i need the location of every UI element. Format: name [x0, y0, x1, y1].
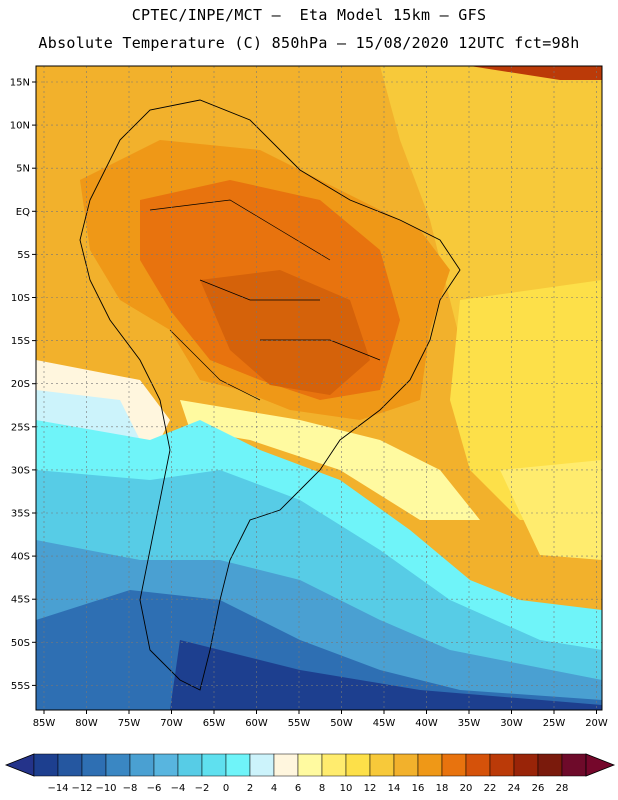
lon-tick-label: 75W: [118, 718, 141, 729]
field-ocean-lightyellow: [500, 460, 602, 560]
lat-tick-label: 10N: [10, 121, 30, 132]
colorbar-swatch: [129, 753, 155, 777]
lat-tick-label: 55S: [11, 681, 30, 692]
longitude-axis: 85W 80W 75W 70W 65W 60W 55W 50W 45W 40W 35W 30W 25W 2…: [33, 710, 608, 729]
colorbar-label: 28: [556, 783, 569, 794]
lat-tick-label: 40S: [11, 552, 30, 563]
lon-tick-label: 70W: [160, 718, 183, 729]
lon-tick-label: 80W: [75, 718, 98, 729]
lat-tick-label: 5S: [17, 250, 30, 261]
lon-tick-label: 50W: [330, 718, 353, 729]
colorbar-swatch: [537, 753, 563, 777]
colorbar-label: 14: [388, 783, 401, 794]
colorbar-label: −14: [47, 783, 68, 794]
colorbar-swatch: [321, 753, 347, 777]
lon-tick-label: 60W: [245, 718, 268, 729]
lat-tick-label: 15S: [11, 336, 30, 347]
colorbar-label: 12: [364, 783, 377, 794]
colorbar-swatch: [513, 753, 539, 777]
colorbar-label: −4: [171, 783, 186, 794]
chart-title-line2: Absolute Temperature (C) 850hPa – 15/08/…: [38, 34, 580, 52]
chart-title-line1: CPTEC/INPE/MCT – Eta Model 15km – GFS: [131, 6, 487, 24]
colorbar-label: −6: [147, 783, 162, 794]
lon-tick-label: 35W: [458, 718, 481, 729]
colorbar-high-arrow: [585, 753, 616, 777]
lat-tick-label: 35S: [11, 509, 30, 520]
lon-tick-label: 20W: [585, 718, 608, 729]
lon-tick-label: 65W: [203, 718, 226, 729]
lon-tick-label: 45W: [373, 718, 396, 729]
lon-tick-label: 25W: [543, 718, 566, 729]
lat-tick-label: 45S: [11, 595, 30, 606]
colorbar-label: 22: [484, 783, 497, 794]
colorbar-label: 0: [223, 783, 229, 794]
continent-outline: [79, 99, 461, 691]
colorbar-swatch: [57, 753, 83, 777]
colorbar-swatch: [81, 753, 107, 777]
colorbar-swatch: [369, 753, 395, 777]
field-land-hotter: [200, 270, 370, 395]
colorbar-swatch: [201, 753, 227, 777]
colorbar-swatch: [393, 753, 419, 777]
colorbar-swatch: [489, 753, 515, 777]
map-grid: [36, 66, 602, 710]
lon-tick-label: 30W: [500, 718, 523, 729]
colorbar-label: 20: [460, 783, 473, 794]
lat-tick-label: 30S: [11, 465, 30, 476]
colorbar-label: 18: [436, 783, 449, 794]
colorbar-label: −2: [195, 783, 210, 794]
colorbar-label: −12: [71, 783, 92, 794]
colorbar-swatch: [225, 753, 251, 777]
colorbar-swatch: [177, 753, 203, 777]
colorbar-label: 8: [319, 783, 325, 794]
latitude-axis: 15N 10N 5N EQ 5S 10S 15S 20S 25S 30S 35S 40S 45S 50S 5…: [10, 78, 36, 692]
colorbar-swatch: [561, 753, 587, 777]
lat-tick-label: 15N: [10, 78, 30, 89]
lon-tick-label: 85W: [33, 718, 56, 729]
colorbar-swatch: [465, 753, 491, 777]
colorbar-swatch: [345, 753, 371, 777]
field-ocean-yellow: [450, 280, 602, 520]
field-cold-navy: [170, 640, 602, 710]
lat-tick-label: EQ: [16, 207, 30, 218]
lat-tick-label: 50S: [11, 638, 30, 649]
colorbar-swatch: [297, 753, 323, 777]
colorbar-swatch: [273, 753, 299, 777]
colorbar-swatch: [153, 753, 179, 777]
field-north-hot: [470, 66, 602, 80]
colorbar-label: 2: [247, 783, 253, 794]
colorbar-label: 24: [508, 783, 521, 794]
field-transition-yellow: [180, 400, 480, 520]
colorbar-swatch: [33, 753, 59, 777]
lon-tick-label: 40W: [415, 718, 438, 729]
lat-tick-label: 10S: [11, 293, 30, 304]
colorbar-swatch: [441, 753, 467, 777]
plot-frame: [35, 65, 603, 711]
colorbar-label: −10: [95, 783, 116, 794]
temperature-field: [36, 66, 602, 710]
colorbar-low-arrow: [4, 753, 35, 777]
colorbar: −14 −12 −10 −8 −6 −4 −2 0 2 4 6 8 10 12 14 16 18 20 22 24 26…: [4, 753, 616, 794]
country-borders: [149, 199, 381, 401]
lat-tick-label: 5N: [16, 164, 30, 175]
lon-tick-label: 55W: [288, 718, 311, 729]
colorbar-swatch: [249, 753, 275, 777]
colorbar-label: 6: [295, 783, 301, 794]
colorbar-label: −8: [123, 783, 138, 794]
colorbar-swatch: [417, 753, 443, 777]
colorbar-label: 16: [412, 783, 425, 794]
colorbar-label: 26: [532, 783, 545, 794]
colorbar-label: 4: [271, 783, 277, 794]
lat-tick-label: 20S: [11, 379, 30, 390]
colorbar-swatch: [105, 753, 131, 777]
colorbar-label: 10: [340, 783, 353, 794]
lat-tick-label: 25S: [11, 422, 30, 433]
